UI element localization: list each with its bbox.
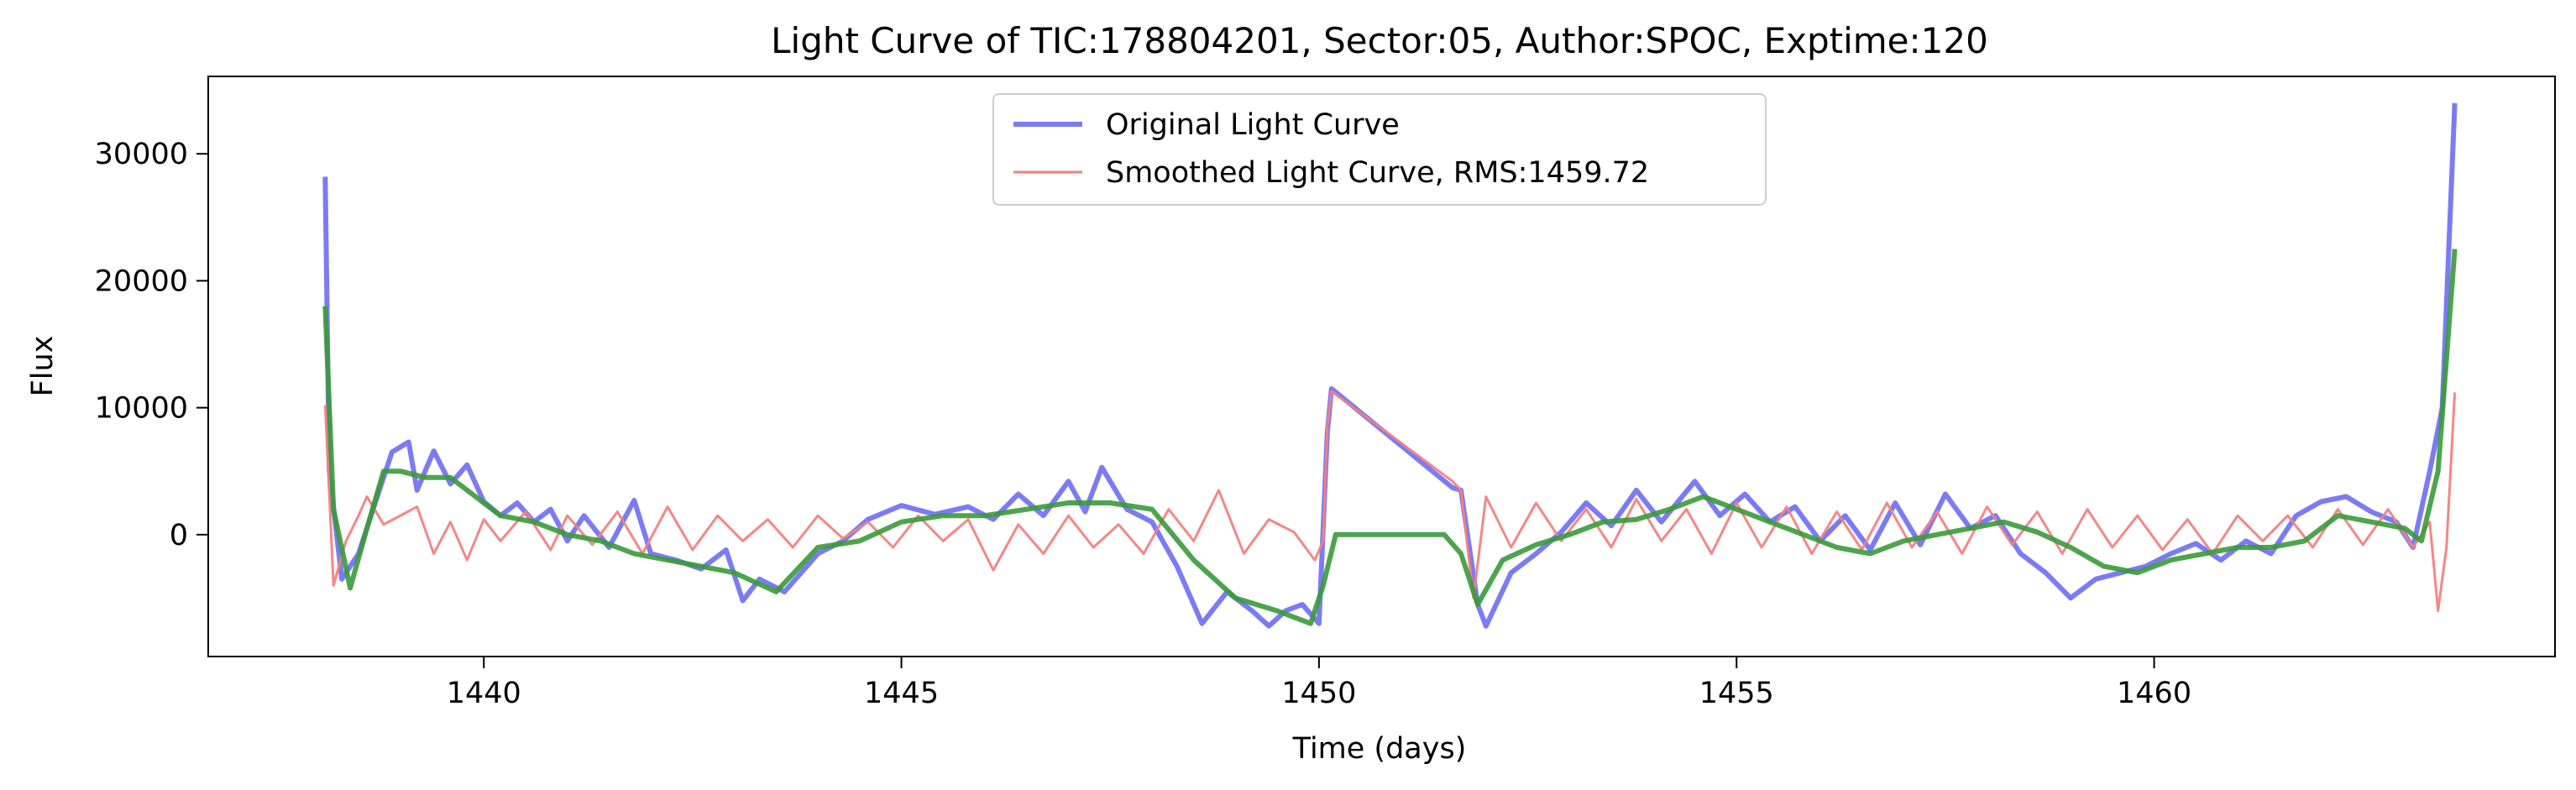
x-tick-label: 1440	[447, 677, 521, 710]
y-tick-label: 0	[170, 519, 188, 552]
series-line-3	[322, 249, 2458, 626]
x-tick-label: 1450	[1281, 677, 1356, 710]
y-tick-label: 30000	[95, 138, 188, 171]
axes-frame	[207, 76, 2556, 657]
legend: Original Light Curve Smoothed Light Curv…	[992, 93, 1767, 206]
x-tick-label: 1455	[1699, 677, 1774, 710]
y-axis: 0 10000 20000 30000	[95, 138, 208, 552]
plot-area	[207, 76, 2556, 657]
series-line-2	[323, 390, 2457, 613]
x-axis-title: Time (days)	[1292, 732, 1467, 766]
y-tick-label: 20000	[95, 264, 188, 298]
legend-label-original: Original Light Curve	[1106, 108, 1400, 142]
x-tick-label: 1460	[2117, 677, 2191, 710]
legend-box	[992, 93, 1767, 206]
y-axis-title: Flux	[26, 336, 60, 397]
y-tick-label: 10000	[95, 392, 188, 426]
x-tick-label: 1445	[864, 677, 939, 710]
chart-title: Light Curve of TIC:178804201, Sector:05,…	[771, 20, 1988, 61]
legend-label-smoothed: Smoothed Light Curve, RMS:1459.72	[1106, 156, 1649, 190]
x-axis: 1440 1445 1450 1455 1460	[447, 657, 2191, 710]
series-layer	[322, 102, 2458, 629]
